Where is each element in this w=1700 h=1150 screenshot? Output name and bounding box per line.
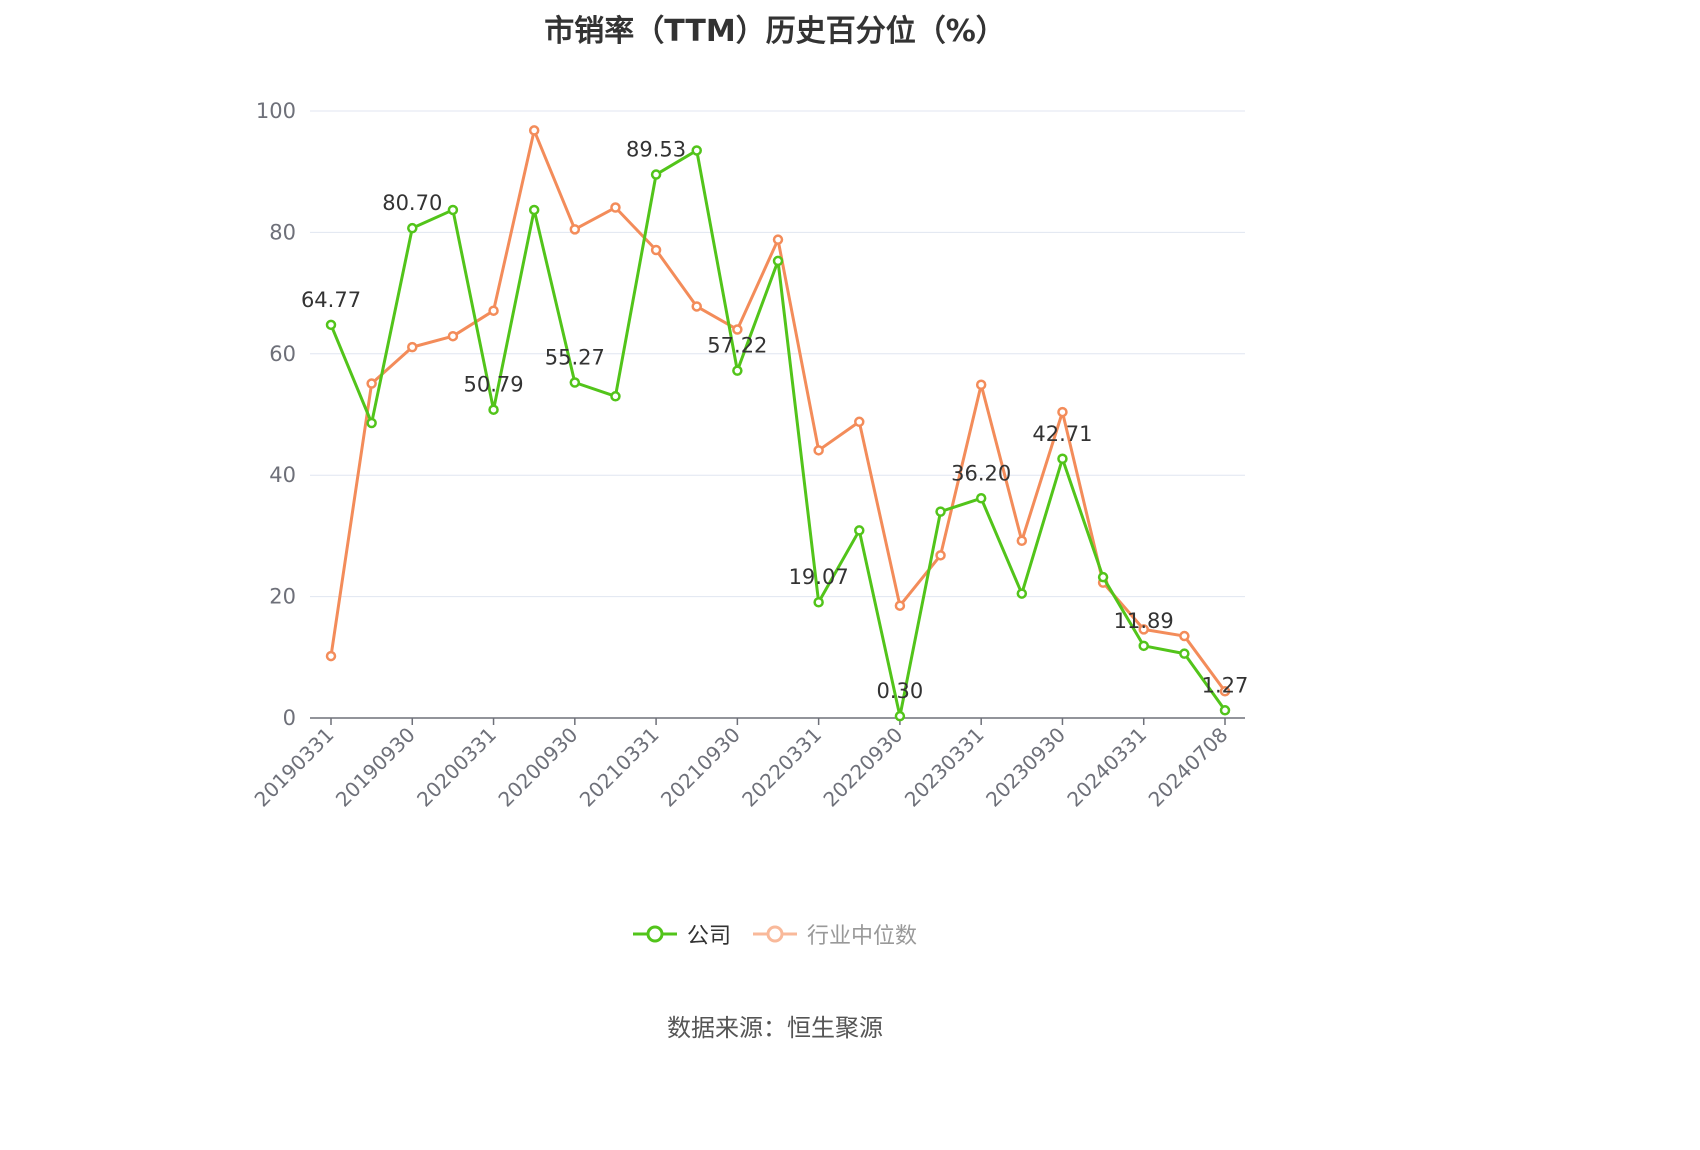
data-label: 80.70 <box>382 191 442 215</box>
x-tick-label: 20240708 <box>1144 723 1233 812</box>
data-point-company[interactable] <box>407 222 418 234</box>
data-point-industry[interactable] <box>935 550 946 561</box>
x-tick-label: 20220331 <box>737 723 826 812</box>
data-point-industry[interactable] <box>407 341 418 353</box>
legend-item-industry[interactable]: 行业中位数 <box>753 918 917 950</box>
data-point-industry[interactable] <box>528 125 540 136</box>
data-point-company[interactable] <box>488 404 499 415</box>
line-chart: 0 20 40 60 80 100 2019033120190930202003312020… <box>250 99 1249 812</box>
data-point-company[interactable] <box>813 596 824 608</box>
data-point-industry[interactable] <box>1138 624 1149 635</box>
data-point-company[interactable] <box>528 204 540 216</box>
data-point-industry[interactable] <box>1179 630 1190 642</box>
y-tick-label: 100 <box>256 99 296 123</box>
data-point-company[interactable] <box>1097 571 1109 583</box>
data-point-industry[interactable] <box>366 378 377 389</box>
legend-industry-label: 行业中位数 <box>807 924 918 949</box>
y-tick-label: 0 <box>283 706 296 730</box>
data-point-industry[interactable] <box>813 445 824 456</box>
data-point-company[interactable] <box>1057 453 1068 465</box>
data-label: 1.27 <box>1202 673 1249 697</box>
chart-title: 市销率（TTM）历史百分位（%） <box>544 14 1006 49</box>
data-point-company[interactable] <box>1138 640 1149 652</box>
y-tick-label: 40 <box>269 463 296 487</box>
series-line-industry <box>329 128 1227 693</box>
data-point-company[interactable] <box>325 319 337 331</box>
data-label: 11.89 <box>1114 609 1174 633</box>
x-tick-label: 20230930 <box>981 723 1070 812</box>
data-label: 50.79 <box>463 373 523 397</box>
legend: 公司 行业中位数 <box>0 918 1550 950</box>
data-point-industry[interactable] <box>772 234 784 245</box>
data-point-company[interactable] <box>975 493 987 504</box>
data-point-industry[interactable] <box>447 330 459 342</box>
x-tick-label: 20210930 <box>656 723 745 812</box>
data-point-company[interactable] <box>610 391 621 402</box>
series-lines <box>325 125 1231 722</box>
data-point-industry[interactable] <box>975 379 987 391</box>
data-label: 55.27 <box>545 346 605 370</box>
data-point-company[interactable] <box>366 417 377 429</box>
y-tick-label: 20 <box>269 585 296 609</box>
data-point-industry[interactable] <box>894 600 906 611</box>
x-tick-label: 20190331 <box>250 723 339 812</box>
data-point-industry[interactable] <box>691 301 702 312</box>
data-label: 42.71 <box>1032 422 1092 446</box>
data-label: 19.07 <box>789 565 849 589</box>
data-label: 64.77 <box>301 288 361 312</box>
x-tick-label: 20240331 <box>1062 723 1151 812</box>
data-point-industry[interactable] <box>1016 535 1028 547</box>
data-point-industry[interactable] <box>325 650 337 662</box>
y-tick-label: 80 <box>269 220 296 244</box>
legend-company-line-icon <box>632 925 677 943</box>
data-point-company[interactable] <box>447 204 459 216</box>
data-labels: 64.77 80.70 50.79 55.27 89.53 57.22 19.07 0.30 3… <box>301 138 1248 704</box>
x-tick-label: 20200930 <box>493 723 582 812</box>
legend-industry-line-icon <box>753 925 797 943</box>
data-point-company[interactable] <box>1179 648 1190 659</box>
data-point-industry[interactable] <box>488 305 499 316</box>
data-point-company[interactable] <box>894 710 906 722</box>
data-point-company[interactable] <box>732 365 743 376</box>
data-point-industry[interactable] <box>610 202 621 213</box>
data-source: 数据来源：恒生聚源 <box>667 1014 883 1042</box>
x-tick-label: 20220930 <box>818 723 907 812</box>
grid-lines <box>310 110 1245 598</box>
data-point-company[interactable] <box>691 145 702 156</box>
legend-item-company[interactable]: 公司 <box>632 918 731 950</box>
data-point-industry[interactable] <box>1057 406 1068 418</box>
data-point-industry[interactable] <box>854 416 865 428</box>
data-point-company[interactable] <box>935 506 946 517</box>
data-label: 36.20 <box>951 461 1011 485</box>
y-tick-label: 60 <box>269 342 296 366</box>
data-point-company[interactable] <box>569 377 581 388</box>
data-point-industry[interactable] <box>1219 686 1231 697</box>
x-tick-label: 20210331 <box>575 723 664 812</box>
data-label: 0.30 <box>877 679 924 703</box>
data-point-industry[interactable] <box>732 324 743 335</box>
x-tick-label: 20190930 <box>331 723 420 812</box>
data-point-industry[interactable] <box>650 244 662 256</box>
x-tick-label: 20200331 <box>412 723 501 812</box>
data-point-company[interactable] <box>1016 588 1028 599</box>
legend-company-label: 公司 <box>686 924 731 949</box>
data-point-industry[interactable] <box>569 224 581 235</box>
x-tick-label: 20230331 <box>900 723 989 812</box>
data-label: 57.22 <box>707 334 767 358</box>
data-label: 89.53 <box>626 138 686 162</box>
data-point-company[interactable] <box>650 169 662 180</box>
data-point-company[interactable] <box>1219 705 1231 716</box>
data-point-company[interactable] <box>772 255 784 267</box>
data-point-company[interactable] <box>854 525 865 536</box>
